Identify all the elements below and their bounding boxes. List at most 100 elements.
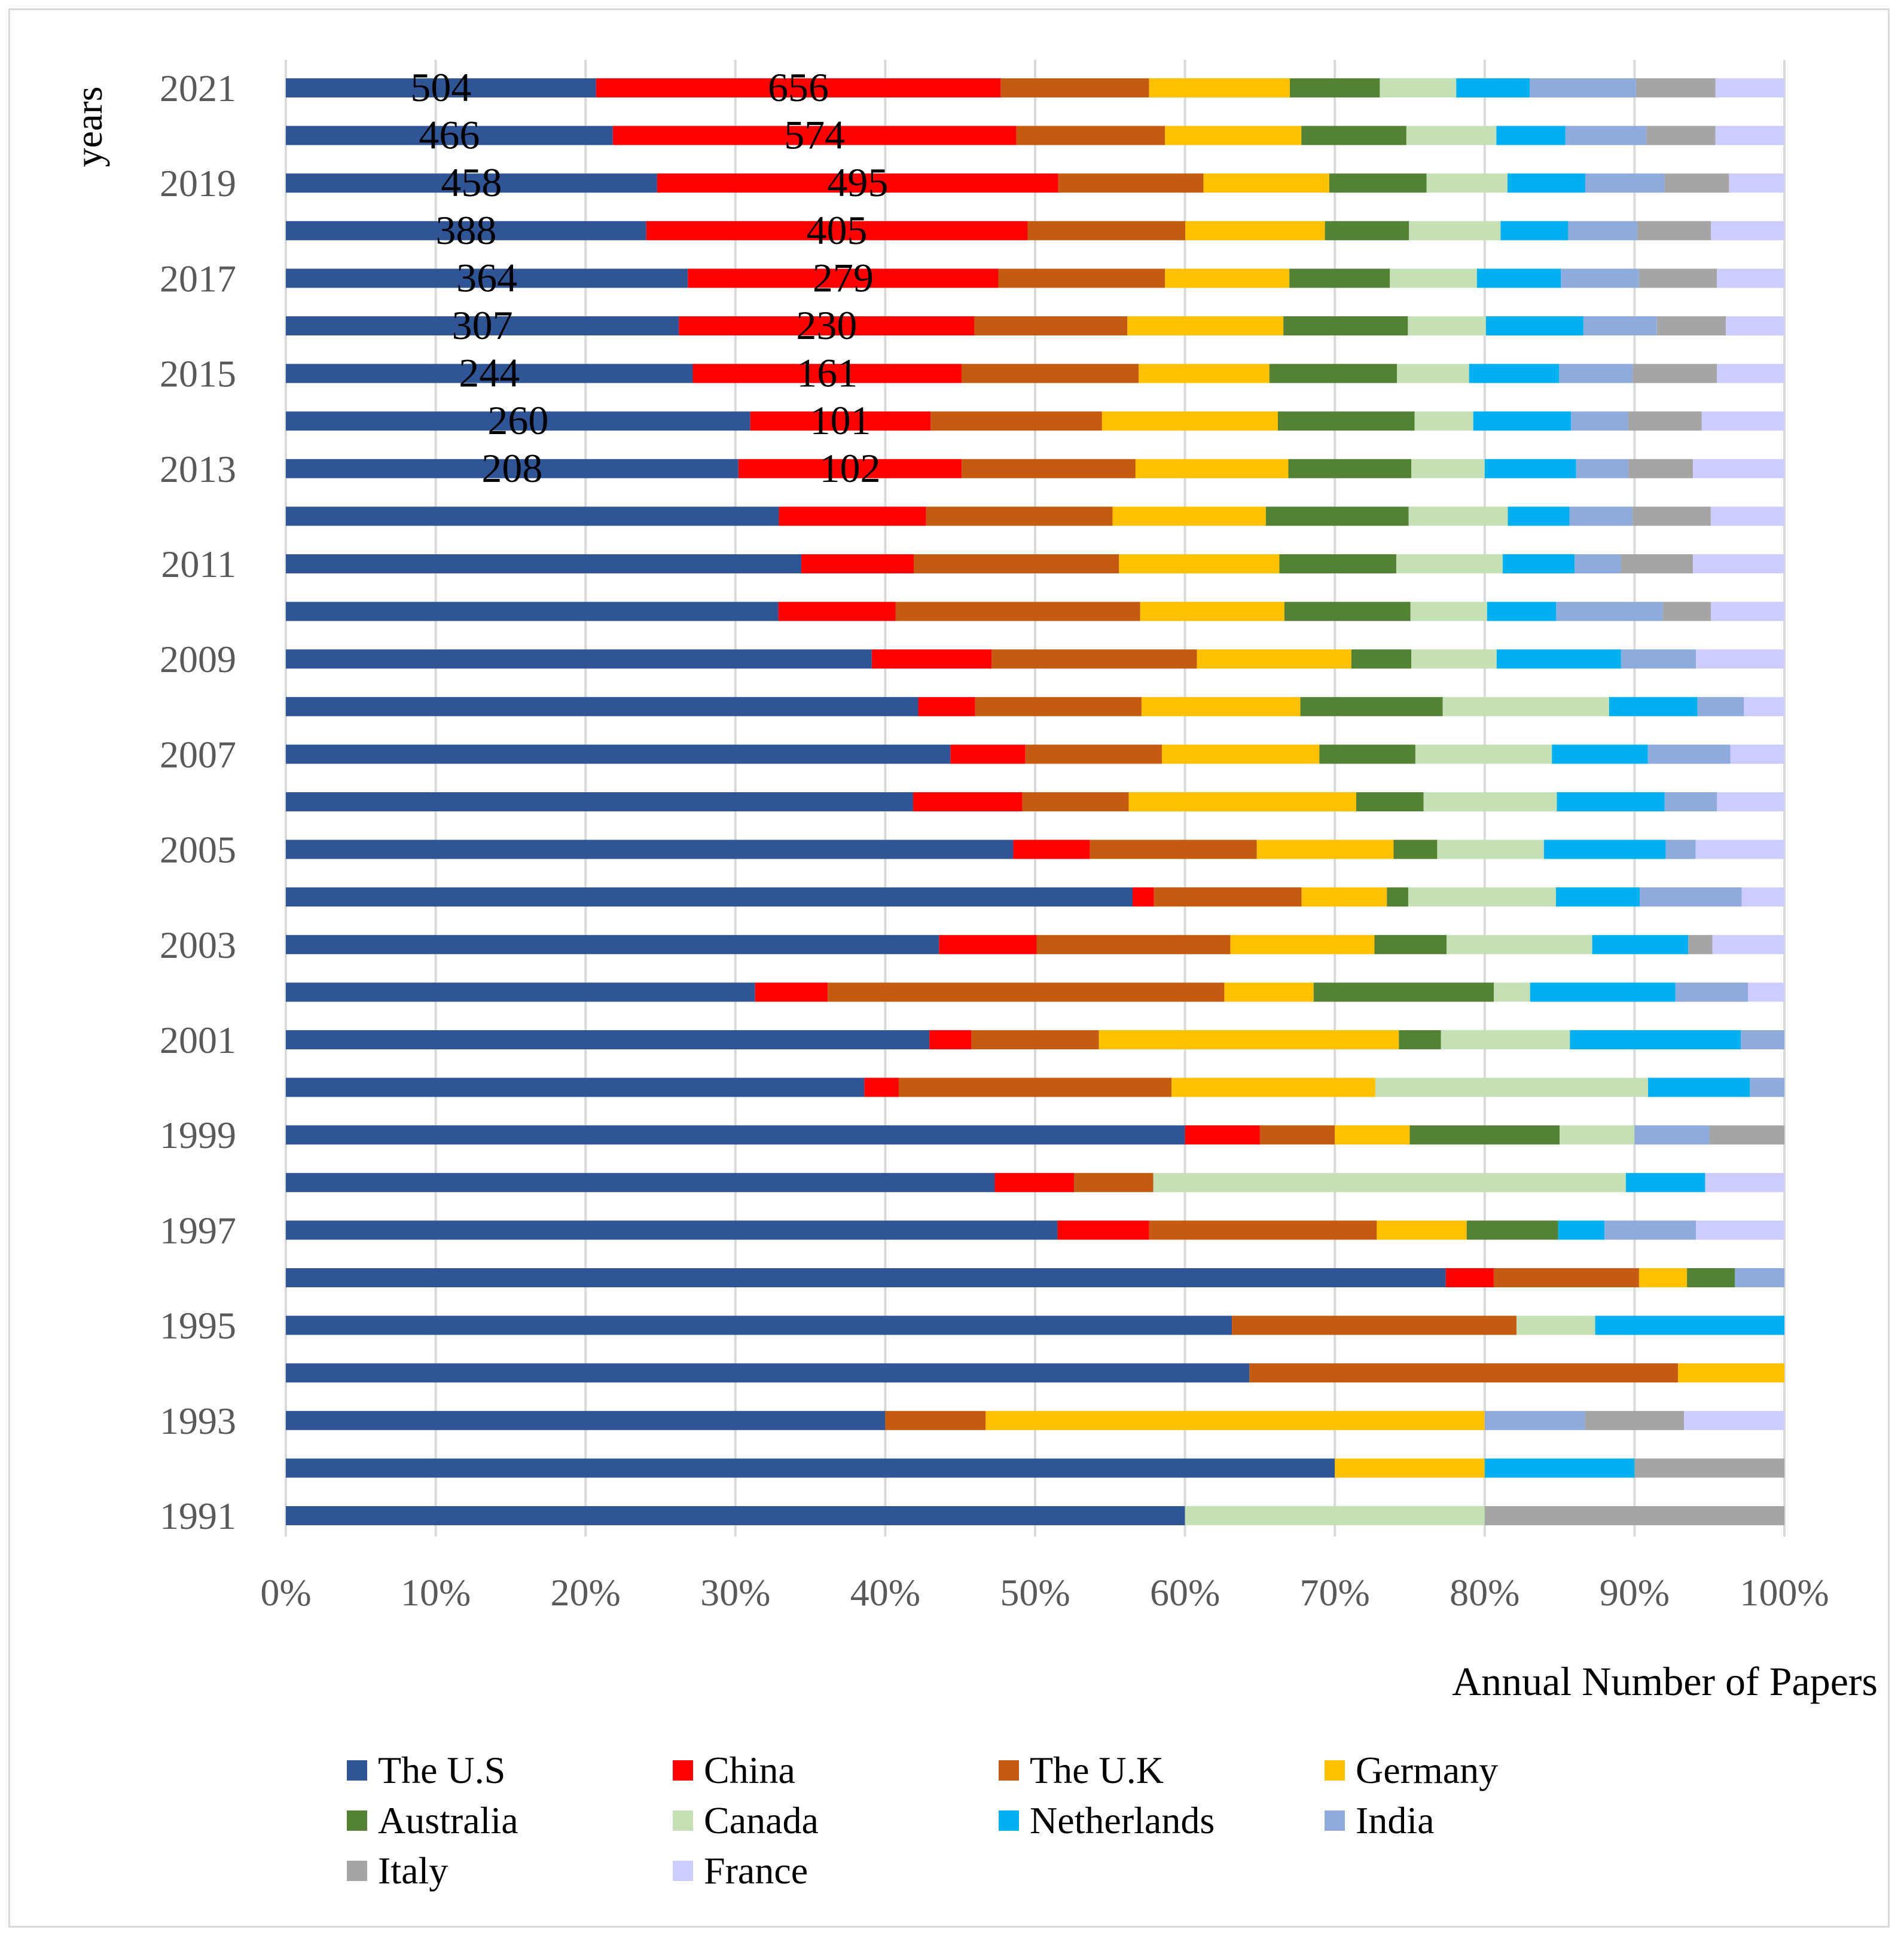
bar-segment — [1232, 1315, 1517, 1335]
bar-segment — [1709, 1125, 1784, 1145]
bar-segment — [1025, 744, 1162, 764]
bar-segment — [1502, 554, 1575, 573]
bar-segment — [1529, 78, 1636, 97]
bar-segment — [1057, 1220, 1149, 1240]
bar-segment — [286, 1077, 865, 1097]
bar-segment — [1284, 601, 1411, 621]
bar-segment — [1022, 792, 1129, 811]
x-tick-label: 10% — [401, 1571, 471, 1614]
bar-segment — [1628, 411, 1702, 431]
bar-segment — [1013, 839, 1090, 859]
bar-segment — [1128, 792, 1356, 811]
bar-segment — [1484, 1506, 1784, 1525]
bar-segment — [1393, 839, 1438, 859]
bar-segment — [1140, 601, 1284, 621]
bar-segment — [1559, 364, 1633, 383]
bar-segment — [286, 839, 1014, 859]
bar-segment — [1568, 221, 1637, 240]
legend-label: The U.K — [1030, 1749, 1164, 1791]
bar-segment — [1119, 554, 1280, 573]
legend-item: Germany — [1325, 1749, 1498, 1792]
bar-segment — [286, 649, 872, 669]
bar-segment — [1396, 554, 1503, 573]
bar-segment — [994, 1172, 1075, 1192]
bar-segment — [962, 459, 1136, 478]
bar-segment — [286, 1315, 1232, 1335]
legend-item: The U.S — [347, 1749, 505, 1792]
legend-label: The U.S — [378, 1749, 506, 1791]
bar-segment — [1409, 221, 1501, 240]
bar-segment — [1249, 1363, 1679, 1383]
legend-label: Italy — [378, 1849, 448, 1892]
bar-segment — [1399, 1030, 1441, 1049]
x-tick-label: 80% — [1450, 1571, 1519, 1614]
data-label: 208 — [481, 445, 542, 491]
bar-segment — [688, 268, 999, 288]
bar-segment — [1750, 1077, 1784, 1097]
bar-segment — [286, 506, 779, 526]
bar-segment — [885, 1410, 986, 1430]
bar-segment — [1507, 173, 1586, 193]
x-tick-label: 30% — [700, 1571, 770, 1614]
bar-segment — [1647, 1077, 1750, 1097]
bar-segment — [918, 697, 975, 716]
bar-segment — [1484, 459, 1576, 478]
data-label: 364 — [456, 255, 517, 300]
bar-segment — [1410, 601, 1487, 621]
bar-segment — [1696, 1220, 1784, 1240]
bar-segment — [985, 1410, 1485, 1430]
bar-segment — [1283, 316, 1408, 335]
legend-label: China — [704, 1749, 795, 1791]
bar-segment — [1665, 839, 1696, 859]
legend-item: India — [1325, 1799, 1435, 1842]
bar-segment — [1748, 982, 1784, 1002]
bar-segment — [1625, 1172, 1705, 1192]
bar-segment — [1409, 1125, 1560, 1145]
bar-segment — [1675, 982, 1749, 1002]
x-axis-title: Annual Number of Papers — [1452, 1659, 1878, 1704]
x-tick-label: 50% — [1000, 1571, 1070, 1614]
bar-segment — [1447, 935, 1592, 954]
bar-segment — [1164, 126, 1302, 145]
bar-segment — [1634, 1125, 1710, 1145]
bar-segment — [1710, 506, 1784, 526]
bar-segment — [1487, 601, 1557, 621]
bar-segment — [1058, 173, 1204, 193]
bar-segment — [864, 1077, 899, 1097]
bar-segment — [1516, 1315, 1595, 1335]
bar-segment — [828, 982, 1225, 1002]
legend-swatch — [673, 1760, 693, 1781]
y-tick-label: 2003 — [160, 924, 236, 966]
y-tick-label: 2021 — [160, 67, 236, 109]
bar-segment — [1377, 1220, 1467, 1240]
legend-swatch — [347, 1760, 367, 1781]
bar-segment — [1279, 554, 1396, 573]
data-label: 458 — [441, 160, 502, 205]
bar-segment — [1141, 697, 1301, 716]
bar-segment — [1664, 173, 1729, 193]
bar-segment — [1016, 126, 1165, 145]
bar-segment — [1288, 459, 1412, 478]
bar-segment — [1153, 1172, 1626, 1192]
legend-label: Netherlands — [1030, 1799, 1215, 1842]
bar-segment — [1154, 887, 1302, 907]
bar-segment — [1408, 887, 1556, 907]
bar-segment — [286, 982, 755, 1002]
bar-segment — [1741, 887, 1784, 907]
data-label: 244 — [459, 350, 520, 396]
bar-segment — [1715, 126, 1784, 145]
bar-segment — [286, 697, 919, 716]
bar-segment — [1684, 1410, 1784, 1430]
bar-segment — [1636, 78, 1716, 97]
bar-segment — [1473, 411, 1572, 431]
bar-segment — [286, 1363, 1250, 1383]
bar-segment — [1496, 649, 1621, 669]
legend-item: Canada — [673, 1799, 819, 1842]
bar-segment — [1678, 1363, 1784, 1383]
legend-label: Canada — [704, 1799, 819, 1842]
chart-frame — [8, 8, 1890, 1928]
bar-segment — [1595, 1315, 1784, 1335]
bar-segment — [286, 364, 693, 383]
bar-segment — [1560, 1125, 1635, 1145]
